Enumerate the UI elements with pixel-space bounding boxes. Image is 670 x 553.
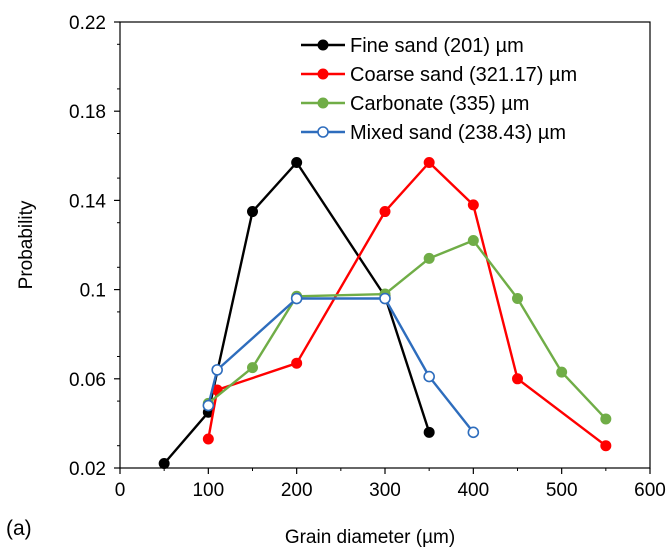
series-line [207, 297, 475, 434]
data-point [291, 156, 303, 168]
legend-marker [317, 39, 329, 51]
legend-label: Carbonate (335) µm [350, 93, 529, 115]
data-point [600, 413, 612, 425]
data-point [556, 366, 568, 378]
legend-marker [317, 126, 329, 138]
y-tick-label: 0.22 [69, 13, 106, 34]
series-2 [202, 156, 612, 452]
series-line [163, 161, 431, 465]
x-tick-label: 100 [192, 480, 224, 501]
data-point [423, 426, 435, 438]
legend-item-2: Coarse sand (321.17) µm [301, 64, 577, 86]
legend-item-1: Fine sand (201) µm [301, 35, 524, 57]
y-tick-label: 0.02 [69, 459, 106, 480]
legend-marker [317, 68, 329, 80]
data-point [379, 292, 391, 305]
x-tick-label: 500 [546, 480, 578, 501]
data-point [423, 370, 435, 383]
data-point [512, 373, 523, 385]
data-point [247, 362, 258, 374]
y-tick-label: 0.14 [69, 191, 106, 212]
data-point [467, 235, 479, 247]
data-point [291, 357, 303, 369]
x-tick-label: 0 [115, 480, 126, 501]
data-point [290, 292, 303, 305]
data-point [512, 293, 523, 305]
legend-label: Coarse sand (321.17) µm [350, 64, 577, 86]
data-point [423, 156, 435, 168]
data-point [158, 458, 170, 470]
x-tick-label: 400 [457, 480, 489, 501]
legend-label: Mixed sand (238.43) µm [350, 122, 566, 144]
series-line [207, 161, 607, 447]
x-axis-title: Grain diameter (µm) [285, 527, 455, 548]
data-point [467, 199, 479, 211]
legend-marker [317, 97, 329, 109]
x-tick-label: 200 [281, 480, 313, 501]
x-tick-label: 300 [369, 480, 401, 501]
x-tick-label: 600 [634, 480, 666, 501]
axes: 0 100 200 300 400 500 600 0.02 0.06 0.1 0.14 0.18 0.… [69, 13, 666, 501]
series-3 [202, 235, 612, 425]
legend-item-3: Carbonate (335) µm [301, 93, 529, 115]
series-4 [202, 292, 480, 439]
legend-item-4: Mixed sand (238.43) µm [301, 122, 566, 144]
data-point [600, 440, 612, 452]
data-point [247, 206, 258, 218]
data-point [202, 399, 215, 412]
y-tick-label: 0.18 [69, 102, 106, 123]
legend-label: Fine sand (201) µm [350, 35, 524, 57]
series-line [207, 239, 607, 420]
data-point [423, 252, 435, 264]
data-point [467, 426, 480, 439]
series-layer [158, 156, 612, 470]
data-point [379, 206, 391, 218]
y-axis-title: Probability [16, 200, 37, 289]
data-point [211, 364, 223, 376]
y-tick-label: 0.1 [80, 281, 106, 302]
legend: Fine sand (201) µm Coarse sand (321.17) µ… [301, 35, 577, 144]
panel-label: (a) [6, 517, 32, 540]
y-tick-label: 0.06 [69, 370, 106, 391]
plot-frame [119, 21, 651, 469]
data-point [202, 433, 214, 445]
